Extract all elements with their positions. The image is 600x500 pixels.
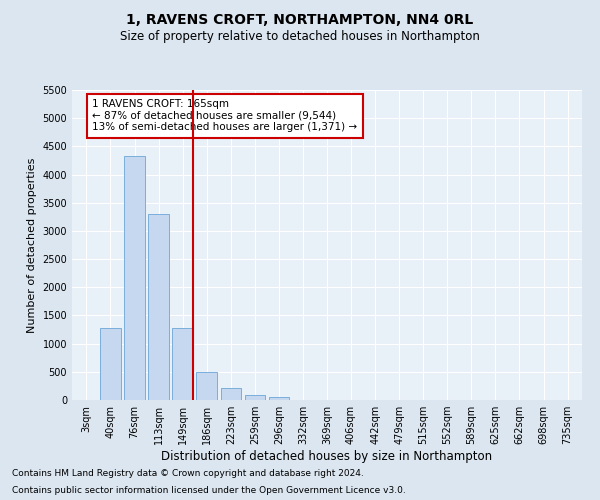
Text: Contains public sector information licensed under the Open Government Licence v3: Contains public sector information licen… [12, 486, 406, 495]
X-axis label: Distribution of detached houses by size in Northampton: Distribution of detached houses by size … [161, 450, 493, 463]
Bar [221, 388, 241, 400]
Bar [124, 156, 145, 400]
Bar [172, 328, 193, 400]
Bar [100, 328, 121, 400]
Y-axis label: Number of detached properties: Number of detached properties [27, 158, 37, 332]
Text: Size of property relative to detached houses in Northampton: Size of property relative to detached ho… [120, 30, 480, 43]
Bar [148, 214, 169, 400]
Bar [269, 396, 289, 400]
Text: 1 RAVENS CROFT: 165sqm
← 87% of detached houses are smaller (9,544)
13% of semi-: 1 RAVENS CROFT: 165sqm ← 87% of detached… [92, 100, 358, 132]
Text: 1, RAVENS CROFT, NORTHAMPTON, NN4 0RL: 1, RAVENS CROFT, NORTHAMPTON, NN4 0RL [127, 12, 473, 26]
Bar [196, 372, 217, 400]
Bar [245, 395, 265, 400]
Text: Contains HM Land Registry data © Crown copyright and database right 2024.: Contains HM Land Registry data © Crown c… [12, 468, 364, 477]
